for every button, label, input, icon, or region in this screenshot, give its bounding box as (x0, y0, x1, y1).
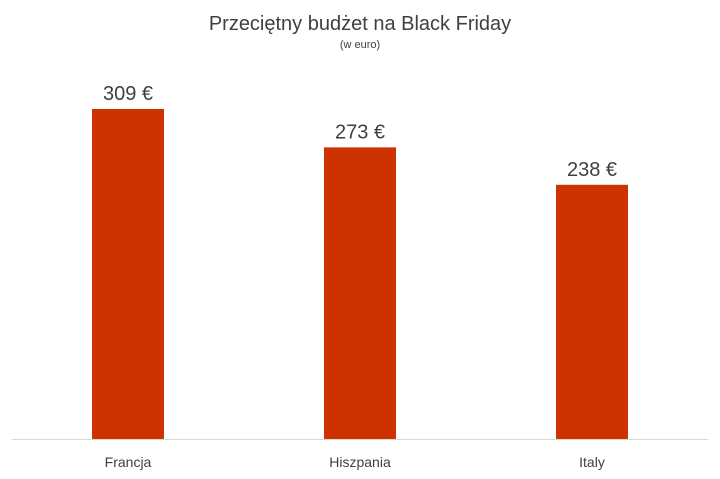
bar-francja (92, 109, 164, 439)
x-tick-label-italy: Italy (579, 454, 605, 470)
chart-subtitle: (w euro) (340, 39, 380, 51)
data-label-francja: 309 € (103, 83, 153, 105)
bar-series: 309 € Francja 273 € Hiszpania 238 € Italy (92, 83, 628, 470)
data-label-hiszpania: 273 € (335, 121, 385, 143)
bar-italy (556, 184, 628, 439)
x-tick-label-francja: Francja (105, 454, 152, 470)
x-tick-label-hiszpania: Hiszpania (329, 454, 391, 470)
chart-title: Przeciętny budżet na Black Friday (209, 13, 511, 35)
data-label-italy: 238 € (567, 159, 617, 181)
bar-hiszpania (324, 147, 396, 439)
